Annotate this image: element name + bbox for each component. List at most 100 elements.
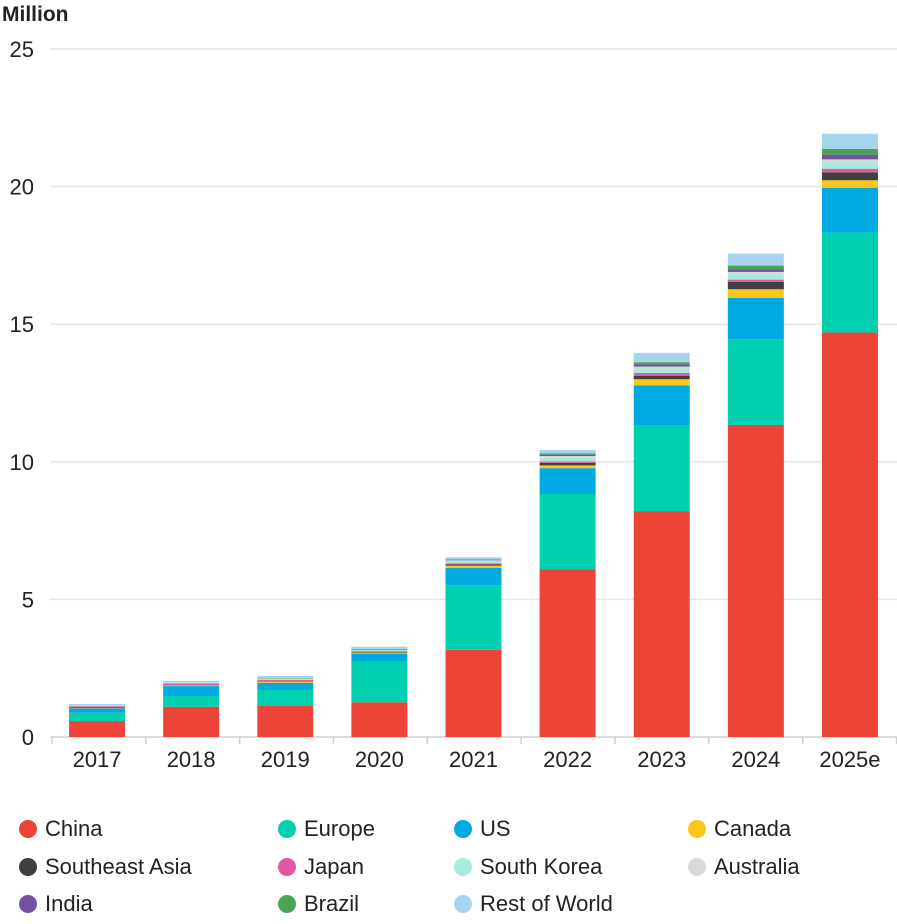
bar-segment-rest-of-world	[539, 449, 596, 454]
x-tick-label: 2021	[449, 747, 498, 772]
bar-segment-australia	[727, 271, 784, 275]
bar-segment-southeast-asia	[539, 462, 596, 466]
legend-label: Europe	[304, 816, 375, 841]
legend: China Europe US Canada Southeast Asia Japan So…	[0, 808, 897, 924]
bar-segment-southeast-asia	[633, 375, 690, 380]
bar-segment-japan	[69, 706, 126, 708]
legend-swatch-icon	[278, 895, 296, 913]
legend-label: Japan	[304, 854, 364, 879]
bar-segment-south-korea	[539, 457, 596, 462]
bar-segment-canada	[163, 684, 220, 687]
bar-segment-us	[69, 708, 126, 713]
bar-segment-europe	[257, 689, 314, 706]
legend-item: China	[19, 816, 102, 842]
bar-segment-canada	[351, 652, 408, 654]
bar-segment-china	[257, 705, 314, 737]
bar-segment-japan	[539, 461, 596, 463]
bar-segment-us	[163, 686, 220, 696]
y-tick-labels: 0 5 10 15 20 25	[10, 37, 34, 750]
bar-segment-canada	[633, 379, 690, 386]
bar-segment-india	[727, 269, 784, 272]
bar-segment-southeast-asia	[445, 564, 502, 566]
bar-segment-brazil	[821, 148, 878, 155]
bar-segment-china	[633, 511, 690, 737]
bar-segment-brazil	[445, 559, 502, 560]
bar-segment-europe	[633, 425, 690, 512]
bar-segment-southeast-asia	[821, 172, 878, 181]
legend-item: South Korea	[454, 854, 602, 880]
bar-segment-canada	[445, 565, 502, 568]
bar-segment-china	[163, 706, 220, 737]
x-tick-label: 2023	[637, 747, 686, 772]
legend-swatch-icon	[454, 858, 472, 876]
bar-segment-china	[539, 569, 596, 737]
bar-segment-india	[539, 454, 596, 457]
bar-segment-australia	[69, 705, 126, 706]
y-tick-label: 15	[10, 312, 34, 337]
x-tick-label: 2022	[543, 747, 592, 772]
bar-segment-rest-of-world	[69, 703, 126, 706]
bar-segment-india	[445, 559, 502, 561]
legend-item: Rest of World	[454, 891, 613, 917]
bar-segment-south-korea	[257, 678, 314, 680]
legend-label: US	[480, 816, 511, 841]
bar-segment-australia	[163, 682, 220, 683]
bar-segment-us	[539, 468, 596, 494]
x-tick-label: 2025e	[819, 747, 880, 772]
bar-segment-india	[633, 364, 690, 367]
legend-swatch-icon	[278, 858, 296, 876]
legend-label: South Korea	[480, 854, 603, 879]
bar-segment-south-korea	[163, 682, 220, 684]
bar-segment-europe	[69, 712, 126, 722]
x-tick-label: 2018	[167, 747, 216, 772]
bar-segment-europe	[727, 339, 784, 425]
bar-segment-brazil	[727, 265, 784, 270]
bar-segment-south-korea	[69, 705, 126, 707]
x-tick-label: 2024	[731, 747, 780, 772]
bar-segment-canada	[821, 180, 878, 188]
legend-label: Brazil	[304, 891, 360, 916]
legend-label: Rest of World	[480, 891, 613, 916]
bar-segment-us	[727, 297, 784, 340]
legend-swatch-icon	[688, 858, 706, 876]
bar-segment-rest-of-world	[727, 253, 784, 266]
legend-item: Brazil	[278, 891, 359, 917]
legend-swatch-icon	[278, 820, 296, 838]
bar-segment-southeast-asia	[727, 281, 784, 290]
bar-segment-south-korea	[351, 649, 408, 652]
bar-segment-rest-of-world	[821, 133, 878, 149]
legend-label: Canada	[714, 816, 792, 841]
legend-label: India	[45, 891, 93, 916]
bar-segment-us	[633, 385, 690, 426]
legend-item: Japan	[278, 854, 364, 880]
bar-segment-europe	[445, 585, 502, 650]
x-tick-label: 2017	[73, 747, 122, 772]
legend-item: Australia	[688, 854, 800, 880]
y-axis-label: Million	[2, 3, 69, 26]
bar-segment-europe	[539, 493, 596, 570]
bar-segment-australia	[257, 678, 314, 679]
y-tick-label: 25	[10, 37, 34, 62]
bar-segment-canada	[69, 707, 126, 709]
bar-segment-india	[351, 649, 408, 650]
bar-segment-us	[445, 567, 502, 586]
y-tick-label: 20	[10, 175, 34, 200]
legend-swatch-icon	[688, 820, 706, 838]
legend-item: Canada	[688, 816, 791, 842]
bar-segment-europe	[821, 232, 878, 333]
bar-segment-europe	[163, 695, 220, 707]
legend-swatch-icon	[454, 820, 472, 838]
bar-segment-china	[69, 721, 126, 737]
legend-item: India	[19, 891, 93, 917]
bar-segment-japan	[633, 372, 690, 376]
bar-segment-brazil	[633, 362, 690, 365]
bar-segment-us	[821, 187, 878, 233]
bar-segment-canada	[727, 289, 784, 298]
bar-segment-japan	[351, 651, 408, 652]
bar-segment-brazil	[351, 648, 408, 650]
bar-segment-australia	[351, 649, 408, 650]
y-tick-label: 0	[22, 725, 34, 750]
bar-segment-australia	[539, 456, 596, 458]
bar-segment-japan	[163, 683, 220, 685]
